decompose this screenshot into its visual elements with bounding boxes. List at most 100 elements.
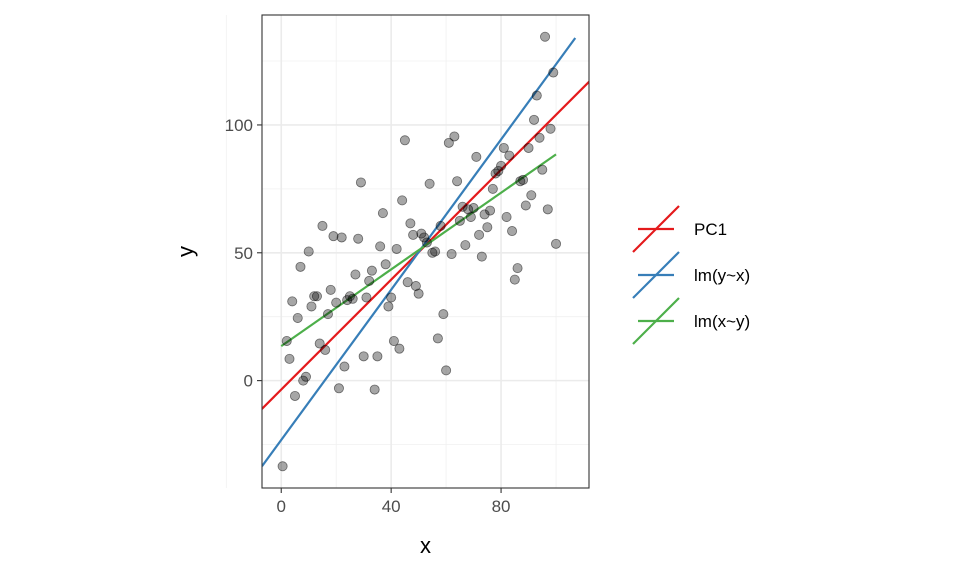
- data-point: [320, 344, 331, 355]
- data-point: [380, 259, 391, 270]
- data-point: [361, 292, 372, 303]
- data-point: [465, 211, 476, 222]
- data-point: [520, 200, 531, 211]
- data-point: [306, 301, 317, 312]
- data-point: [504, 150, 515, 161]
- data-point: [303, 246, 314, 257]
- legend-label: PC1: [694, 220, 727, 239]
- data-points: [277, 31, 562, 472]
- data-point: [284, 353, 295, 364]
- data-point: [468, 203, 479, 214]
- data-point: [496, 160, 507, 171]
- data-point: [366, 265, 377, 276]
- data-point: [317, 220, 328, 231]
- data-point: [529, 114, 540, 125]
- data-point: [355, 177, 366, 188]
- x-tick-label: 80: [492, 497, 511, 516]
- data-point: [449, 131, 460, 142]
- data-point: [460, 240, 471, 251]
- legend-label: lm(x~y): [694, 312, 750, 331]
- data-point: [339, 361, 350, 372]
- data-point: [333, 383, 344, 394]
- data-point: [322, 309, 333, 320]
- data-point: [410, 281, 421, 292]
- data-point: [523, 142, 534, 153]
- data-point: [438, 309, 449, 320]
- data-point: [485, 205, 496, 216]
- data-point: [540, 31, 551, 42]
- data-point: [548, 67, 559, 78]
- data-point: [388, 335, 399, 346]
- data-point: [328, 231, 339, 242]
- data-point: [482, 222, 493, 233]
- data-point: [531, 90, 542, 101]
- data-point: [350, 269, 361, 280]
- data-point: [542, 204, 553, 215]
- data-point: [512, 263, 523, 274]
- data-point: [526, 190, 537, 201]
- data-point: [413, 288, 424, 299]
- data-point: [386, 292, 397, 303]
- series-line: [262, 37, 577, 467]
- data-point: [289, 390, 300, 401]
- data-point: [402, 277, 413, 288]
- data-point: [537, 164, 548, 175]
- data-point: [474, 229, 485, 240]
- data-point: [364, 275, 375, 286]
- data-point: [534, 132, 545, 143]
- data-point: [457, 201, 468, 212]
- legend-label: lm(y~x): [694, 266, 750, 285]
- legend-key-slope: [632, 297, 680, 345]
- data-point: [281, 335, 292, 346]
- data-point: [509, 274, 520, 285]
- data-point: [397, 195, 408, 206]
- data-point: [551, 238, 562, 249]
- legend-item: lm(y~x): [632, 251, 750, 299]
- data-point: [446, 249, 457, 260]
- data-point: [287, 296, 298, 307]
- legend: PC1 lm(y~x) lm(x~y): [632, 205, 750, 345]
- data-point: [292, 312, 303, 323]
- data-point: [377, 208, 388, 219]
- major-gridlines: [262, 15, 589, 488]
- data-point: [452, 176, 463, 187]
- data-point: [309, 291, 320, 302]
- data-point: [375, 241, 386, 252]
- data-point: [454, 215, 465, 226]
- x-tick-label: 0: [277, 497, 286, 516]
- data-point: [331, 297, 342, 308]
- legend-item: PC1: [632, 205, 727, 253]
- data-point: [432, 333, 443, 344]
- data-point: [311, 291, 322, 302]
- data-point: [476, 251, 487, 262]
- x-tick-label: 40: [382, 497, 401, 516]
- data-point: [487, 183, 498, 194]
- data-point: [545, 123, 556, 134]
- panel-border: [261, 14, 590, 489]
- data-point: [471, 151, 482, 162]
- x-axis-title: x: [420, 533, 431, 558]
- series-line: [280, 153, 557, 348]
- data-point: [295, 261, 306, 272]
- data-point: [347, 293, 358, 304]
- data-point: [441, 365, 452, 376]
- data-point: [325, 284, 336, 295]
- data-point: [372, 351, 383, 362]
- data-point: [421, 237, 432, 248]
- data-point: [405, 218, 416, 229]
- data-point: [430, 246, 441, 257]
- data-point: [498, 142, 509, 153]
- legend-key-slope: [632, 251, 680, 299]
- data-point: [518, 174, 529, 185]
- data-point: [399, 135, 410, 146]
- data-point: [479, 209, 490, 220]
- data-point: [443, 137, 454, 148]
- data-point: [507, 226, 518, 237]
- y-tick-label: 100: [225, 116, 253, 135]
- data-point: [277, 461, 288, 472]
- data-point: [435, 220, 446, 231]
- y-tick-label: 0: [244, 372, 253, 391]
- y-axis-ticks: 0 50 100: [225, 116, 262, 391]
- data-point: [391, 243, 402, 254]
